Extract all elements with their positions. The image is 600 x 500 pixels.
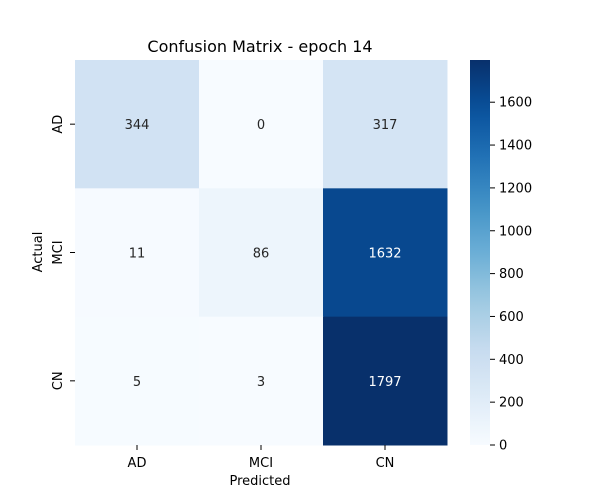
colorbar-tick-label: 800 bbox=[499, 267, 524, 282]
colorbar-tick-label: 1400 bbox=[499, 139, 532, 154]
colorbar-tick-label: 400 bbox=[499, 353, 524, 368]
y-tick-label-AD: AD bbox=[51, 115, 66, 134]
chart-title: Confusion Matrix - epoch 14 bbox=[147, 37, 372, 56]
colorbar-tick-label: 200 bbox=[499, 396, 524, 411]
x-tick-label-MCI: MCI bbox=[249, 456, 273, 471]
heatmap-cell-MCI-MCI bbox=[199, 188, 324, 318]
heatmap-cell-MCI-AD bbox=[75, 188, 200, 318]
y-tick-label-MCI: MCI bbox=[51, 240, 66, 264]
y-tick-label-CN: CN bbox=[51, 371, 66, 390]
cell-value-label: 5 bbox=[133, 375, 141, 390]
cell-value-label: 11 bbox=[129, 247, 146, 262]
colorbar-tick-label: 1000 bbox=[499, 224, 532, 239]
heatmap-cell-MCI-CN bbox=[323, 188, 448, 318]
colorbar bbox=[470, 60, 490, 445]
colorbar-tick-label: 1600 bbox=[499, 96, 532, 111]
heatmap-cell-CN-MCI bbox=[199, 316, 324, 446]
heatmap-cell-CN-CN bbox=[323, 316, 448, 446]
colorbar-ticks: 0 200 400 600 800 1000 1200 1400 1600 bbox=[490, 96, 532, 454]
colorbar-tick-label: 0 bbox=[499, 439, 507, 454]
cell-value-label: 1632 bbox=[368, 247, 401, 262]
colorbar-tick-label: 1200 bbox=[499, 181, 532, 196]
cell-value-label: 3 bbox=[257, 375, 265, 390]
heatmap-cell-AD-AD bbox=[75, 60, 200, 189]
cell-value-label: 0 bbox=[257, 118, 265, 133]
y-axis-ticks: AD MCI CN bbox=[51, 115, 75, 390]
cell-value-label: 344 bbox=[125, 118, 150, 133]
x-tick-label-CN: CN bbox=[376, 456, 395, 471]
x-axis-ticks: AD MCI CN bbox=[128, 445, 395, 471]
x-tick-label-AD: AD bbox=[128, 456, 147, 471]
heatmap-cell-CN-AD bbox=[75, 316, 200, 446]
cell-value-label: 317 bbox=[373, 118, 398, 133]
colorbar-tick-label: 600 bbox=[499, 310, 524, 325]
heatmap-grid: 344 0 317 11 86 1632 5 3 1797 bbox=[75, 60, 448, 446]
heatmap-cell-AD-CN bbox=[323, 60, 448, 189]
x-axis-label: Predicted bbox=[229, 474, 290, 489]
y-axis-label: Actual bbox=[31, 232, 46, 273]
cell-value-label: 86 bbox=[253, 247, 270, 262]
cell-value-label: 1797 bbox=[368, 375, 401, 390]
heatmap-cell-AD-MCI bbox=[199, 60, 324, 189]
